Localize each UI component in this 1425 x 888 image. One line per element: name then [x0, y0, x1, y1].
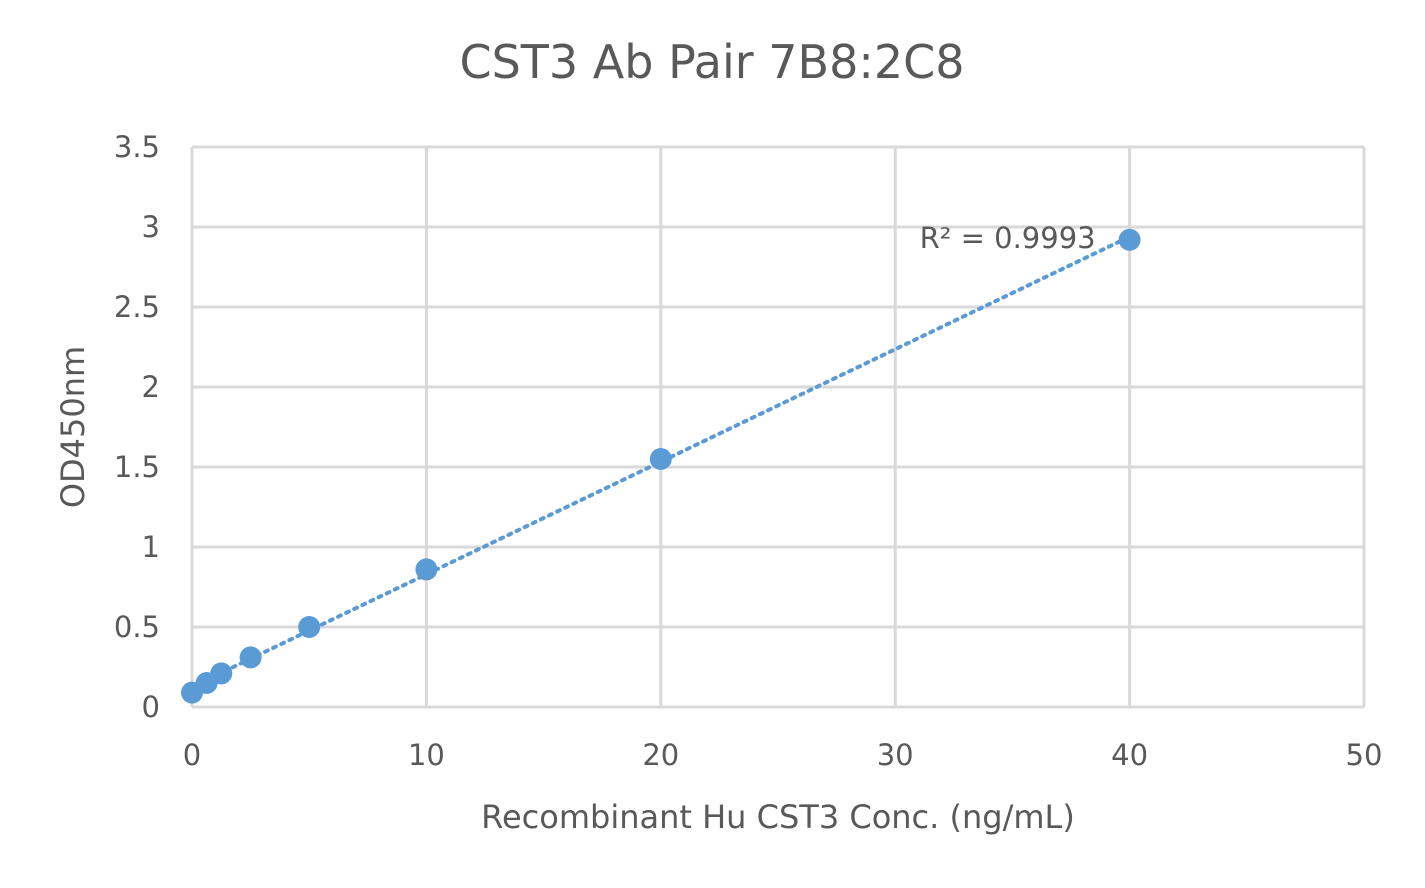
x-tick-label: 20: [642, 738, 679, 772]
data-point: [415, 558, 438, 581]
data-point: [1118, 228, 1141, 251]
data-point: [210, 662, 233, 685]
x-tick-label: 50: [1346, 738, 1383, 772]
data-point: [239, 646, 262, 669]
y-tick-label: 0: [142, 690, 160, 724]
y-tick-label: 3: [142, 210, 160, 244]
y-tick-label: 2.5: [114, 290, 160, 324]
x-tick-label: 0: [183, 738, 201, 772]
chart-title: CST3 Ab Pair 7B8:2C8: [459, 35, 964, 89]
grid-layer: [190, 145, 1366, 709]
y-tick-label: 1: [142, 530, 160, 564]
annotations: R² = 0.9993: [920, 221, 1096, 255]
data-point: [649, 448, 672, 470]
y-tick-label: 2: [142, 370, 160, 404]
y-tick-label: 1.5: [114, 450, 160, 484]
data-points: [181, 228, 1141, 704]
y-tick-labels: 0 0.5 1 1.5 2 2.5 3 3.5: [114, 130, 160, 724]
y-tick-label: 0.5: [114, 610, 160, 644]
x-tick-label: 40: [1111, 738, 1148, 772]
x-axis-label: Recombinant Hu CST3 Conc. (ng/mL): [481, 798, 1075, 836]
y-tick-label: 3.5: [114, 130, 160, 164]
x-tick-label: 30: [877, 738, 914, 772]
x-tick-labels: 0 10 20 30 40 50: [183, 738, 1383, 772]
data-point: [298, 616, 321, 638]
y-axis-label: OD450nm: [54, 346, 92, 508]
r-squared-label: R² = 0.9993: [920, 221, 1096, 255]
x-tick-label: 10: [408, 738, 445, 772]
